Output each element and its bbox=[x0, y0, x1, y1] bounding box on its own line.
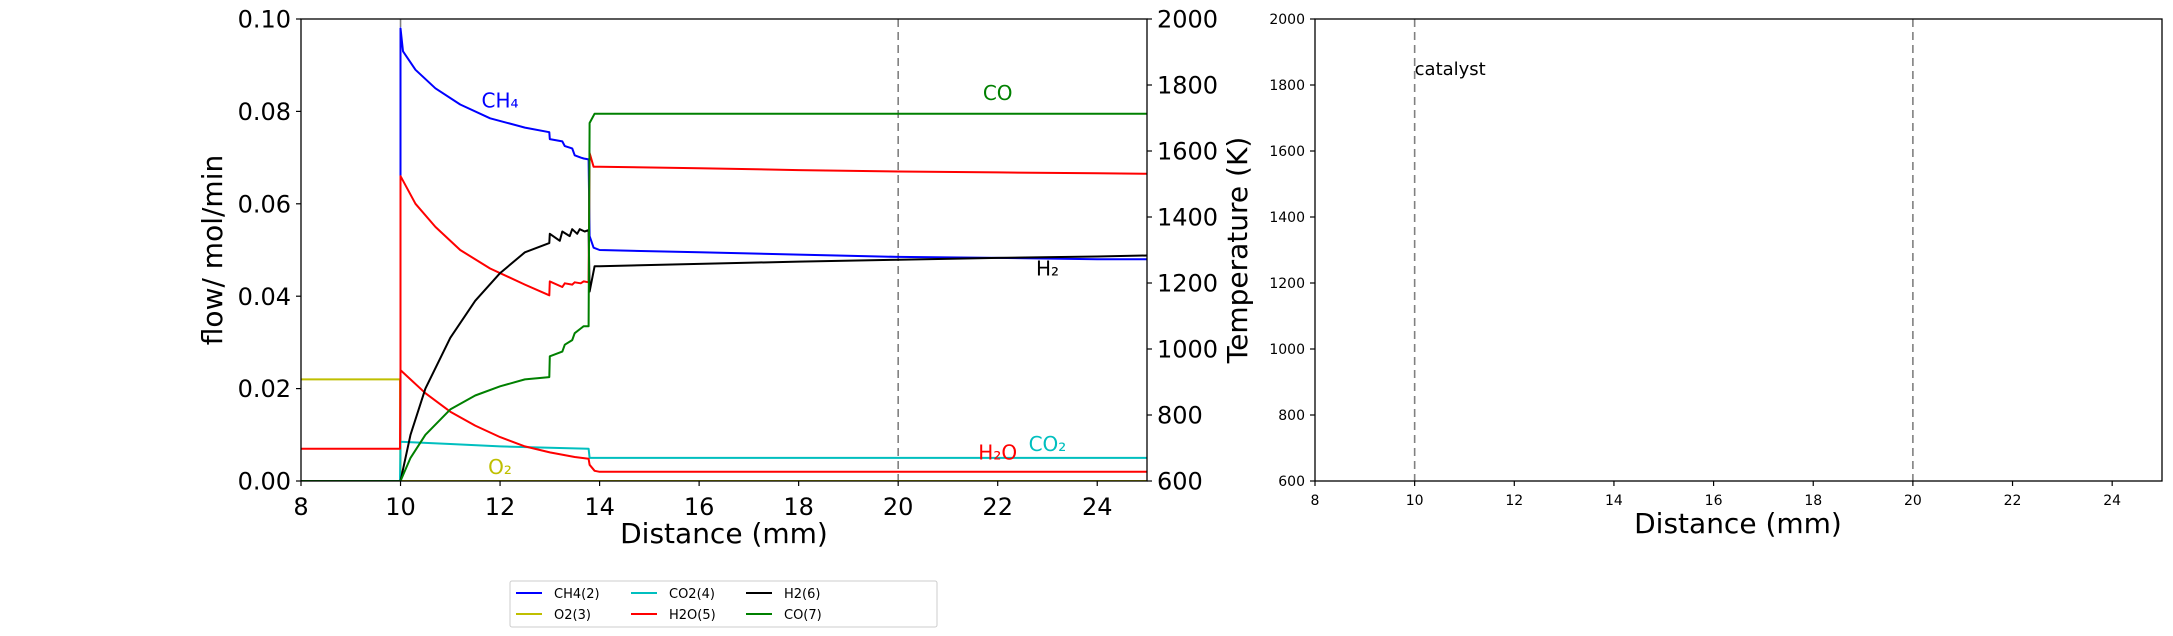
series-line-h2o-5-4 bbox=[399, 369, 1147, 473]
legend: CH4(2) O2(3) CO2(4) H2O(5) H2(6) CO(7) bbox=[509, 580, 938, 628]
flow-chart-x-tick-label: 18 bbox=[783, 493, 814, 521]
catalyst-label: catalyst bbox=[1415, 59, 1486, 80]
legend-label-co2-4: CO2(4) bbox=[669, 587, 715, 602]
temperature-y-tick-label: 1200 bbox=[1157, 270, 1218, 298]
flow-chart-y-tick-label: 0.02 bbox=[238, 375, 291, 403]
flow-chart-y-tick-label: 0.06 bbox=[238, 190, 291, 218]
temperature-y-tick-label: 800 bbox=[1157, 402, 1203, 430]
species-label-2: H₂ bbox=[1036, 256, 1059, 280]
temperature-y-tick-label: 1000 bbox=[1157, 336, 1218, 364]
temperature-chart-x-tick-label: 20 bbox=[1904, 493, 1922, 509]
temperature-chart-annotations: catalyst bbox=[1415, 59, 1486, 80]
temperature-y-tick-label: 1600 bbox=[1157, 138, 1218, 166]
flow-chart-x-tick-label: 20 bbox=[883, 493, 914, 521]
flow-chart-x-tick-label: 16 bbox=[684, 493, 715, 521]
flow-chart-x-tick-label: 10 bbox=[385, 493, 416, 521]
species-label-1: CO bbox=[983, 81, 1013, 105]
flow-chart-x-tick-label: 8 bbox=[293, 493, 308, 521]
temperature-y-tick-label: 600 bbox=[1157, 468, 1203, 496]
temperature-chart-x-tick-label: 12 bbox=[1505, 493, 1523, 509]
temperature-y-axis: 600 800 1000 1200 1400 1600 1800 2000 bbox=[1147, 6, 1218, 496]
flow-chart-y-axis: 0.00 0.02 0.04 0.06 0.08 0.10 bbox=[238, 6, 301, 496]
species-label-4: CO₂ bbox=[1029, 432, 1067, 456]
flow-chart-y-tick-label: 0.00 bbox=[238, 468, 291, 496]
temperature-y-tick-label: 2000 bbox=[1157, 6, 1218, 34]
legend-label-co-7: CO(7) bbox=[784, 608, 822, 623]
temperature-chart-x-tick-label: 8 bbox=[1311, 493, 1320, 509]
temperature-chart-y-tick-label: 1000 bbox=[1269, 342, 1305, 358]
temperature-y-tick-label: 1400 bbox=[1157, 204, 1218, 232]
flow-chart-x-tick-label: 22 bbox=[982, 493, 1013, 521]
temperature-chart-x-label: Distance (mm) bbox=[1634, 507, 1842, 540]
flow-chart-y-label: flow/ mol/min bbox=[196, 155, 229, 345]
flow-chart-x-tick-label: 12 bbox=[485, 493, 516, 521]
temperature-chart: 8 10 12 14 16 18 20 22 24 600 800 1000 1200 1400 1600… bbox=[1269, 12, 2163, 540]
temperature-chart-x-tick-label: 24 bbox=[2103, 493, 2121, 509]
legend-label-ch4-2: CH4(2) bbox=[554, 587, 600, 602]
legend-label-h2o-5: H2O(5) bbox=[669, 608, 716, 623]
temperature-chart-y-tick-label: 1200 bbox=[1269, 276, 1305, 292]
legend-label-h2-6: H2(6) bbox=[784, 587, 820, 602]
temperature-chart-y-tick-label: 2000 bbox=[1269, 12, 1305, 28]
flow-chart: 8 10 12 14 16 18 20 22 24 0.000.020.040.060.080.… bbox=[196, 6, 1254, 550]
temperature-chart-x-tick-label: 14 bbox=[1605, 493, 1623, 509]
series-line-ch4-2-0 bbox=[301, 27, 1147, 481]
temperature-chart-x-axis: 8 10 12 14 16 18 20 22 24 bbox=[1311, 481, 2121, 509]
temperature-chart-x-tick-label: 10 bbox=[1406, 493, 1424, 509]
species-label-5: O₂ bbox=[488, 455, 512, 479]
series-line-co2-4-2 bbox=[301, 440, 1147, 481]
legend-box bbox=[509, 580, 938, 628]
temperature-chart-y-tick-label: 1800 bbox=[1269, 78, 1305, 94]
species-label-3: H₂O bbox=[978, 440, 1017, 464]
flow-chart-x-axis: 8 10 12 14 16 18 20 22 24 bbox=[293, 481, 1113, 521]
flow-chart-y-tick-label: 0.08 bbox=[238, 98, 291, 126]
temperature-chart-frame bbox=[1314, 18, 2163, 482]
series-line-co-7-6 bbox=[301, 112, 1147, 481]
flow-chart-x-tick-label: 14 bbox=[584, 493, 615, 521]
flow-chart-x-tick-label: 24 bbox=[1082, 493, 1113, 521]
temperature-chart-x-tick-label: 18 bbox=[1804, 493, 1822, 509]
temperature-chart-y-tick-label: 800 bbox=[1278, 408, 1305, 424]
series-line-h2o-5-3 bbox=[301, 152, 1147, 450]
species-label-0: CH₄ bbox=[482, 89, 519, 113]
temperature-chart-y-tick-label: 600 bbox=[1278, 474, 1305, 490]
series-line-h2-6-5 bbox=[301, 228, 1147, 481]
temperature-chart-y-tick-label: 1600 bbox=[1269, 144, 1305, 160]
flow-chart-frame bbox=[300, 18, 1148, 482]
temperature-chart-y-tick-label: 1400 bbox=[1269, 210, 1305, 226]
species-labels: CH₄ CO H₂ H₂O CO₂ O₂ bbox=[482, 81, 1067, 479]
flow-chart-y-tick-label: 0.10 bbox=[238, 6, 291, 34]
temperature-chart-x-tick-label: 16 bbox=[1705, 493, 1723, 509]
legend-label-o2-3: O2(3) bbox=[554, 608, 591, 623]
temperature-chart-x-tick-label: 22 bbox=[2004, 493, 2022, 509]
flow-chart-y-tick-label: 0.04 bbox=[238, 283, 291, 311]
temperature-chart-y-axis: 600 800 1000 1200 1400 1600 1800 2000 bbox=[1269, 12, 1315, 490]
temperature-y-tick-label: 1800 bbox=[1157, 72, 1218, 100]
temperature-axis-label: Temperature (K) bbox=[1221, 137, 1254, 364]
flow-chart-x-label: Distance (mm) bbox=[620, 517, 828, 550]
